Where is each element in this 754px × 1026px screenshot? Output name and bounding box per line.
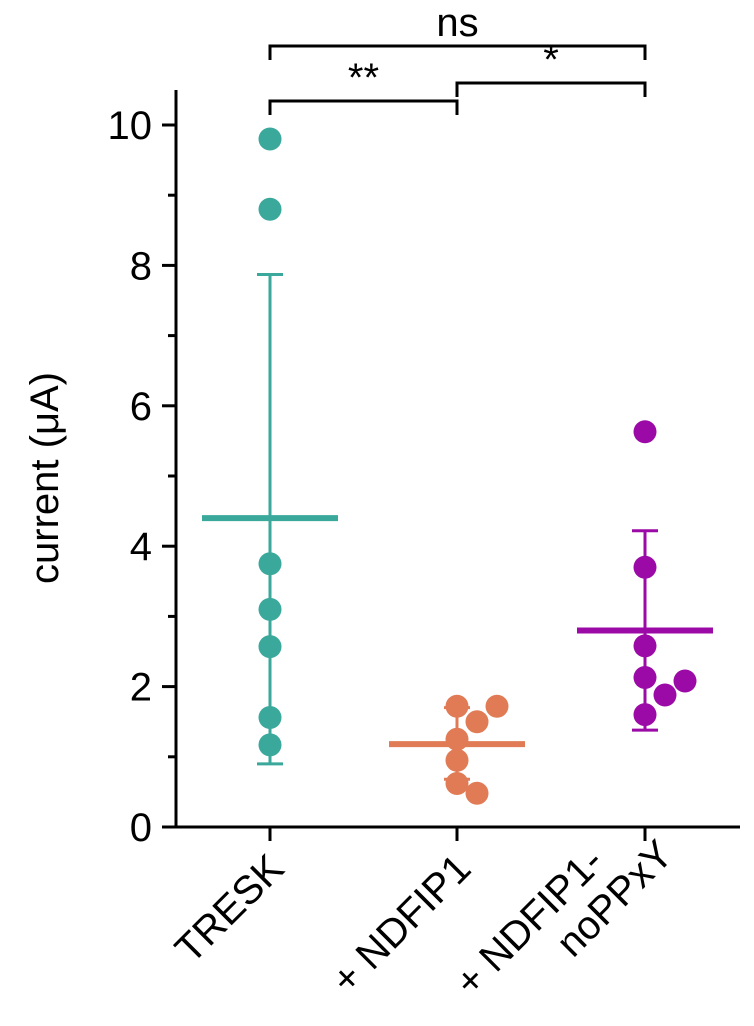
- data-point: [633, 555, 657, 579]
- significance-bracket: [268, 44, 647, 60]
- data-point: [445, 748, 469, 772]
- mean-lines: [202, 515, 713, 748]
- y-tick-label: 10: [108, 104, 153, 148]
- significance-label: **: [348, 56, 379, 100]
- data-point: [445, 771, 469, 795]
- x-tick-label: TRESK: [167, 846, 293, 972]
- data-point: [258, 705, 282, 729]
- data-point: [258, 197, 282, 221]
- data-point: [258, 552, 282, 576]
- y-tick-label: 8: [130, 244, 152, 288]
- y-tick-label: 4: [130, 525, 152, 569]
- data-point: [258, 733, 282, 757]
- data-points: [258, 127, 697, 805]
- data-point: [258, 635, 282, 659]
- y-tick-label: 0: [130, 806, 152, 850]
- data-point: [633, 420, 657, 444]
- significance-brackets: ns** *: [268, 1, 647, 115]
- data-point: [465, 781, 489, 805]
- significance-label: ns: [436, 1, 478, 45]
- data-point: [633, 634, 657, 658]
- data-point: [485, 694, 509, 718]
- y-tick-label: 6: [130, 385, 152, 429]
- data-point: [673, 669, 697, 693]
- significance-bracket: [455, 81, 647, 97]
- data-point: [258, 127, 282, 151]
- data-point: [633, 703, 657, 727]
- y-tick-label: 2: [130, 666, 152, 710]
- data-point: [653, 683, 677, 707]
- significance-bracket: [268, 99, 459, 115]
- data-point: [445, 727, 469, 751]
- data-point: [258, 597, 282, 621]
- data-point: [633, 665, 657, 689]
- data-point: [465, 710, 489, 734]
- significance-label: *: [543, 38, 559, 82]
- y-axis-label: current (μA): [23, 372, 67, 584]
- data-point: [445, 694, 469, 718]
